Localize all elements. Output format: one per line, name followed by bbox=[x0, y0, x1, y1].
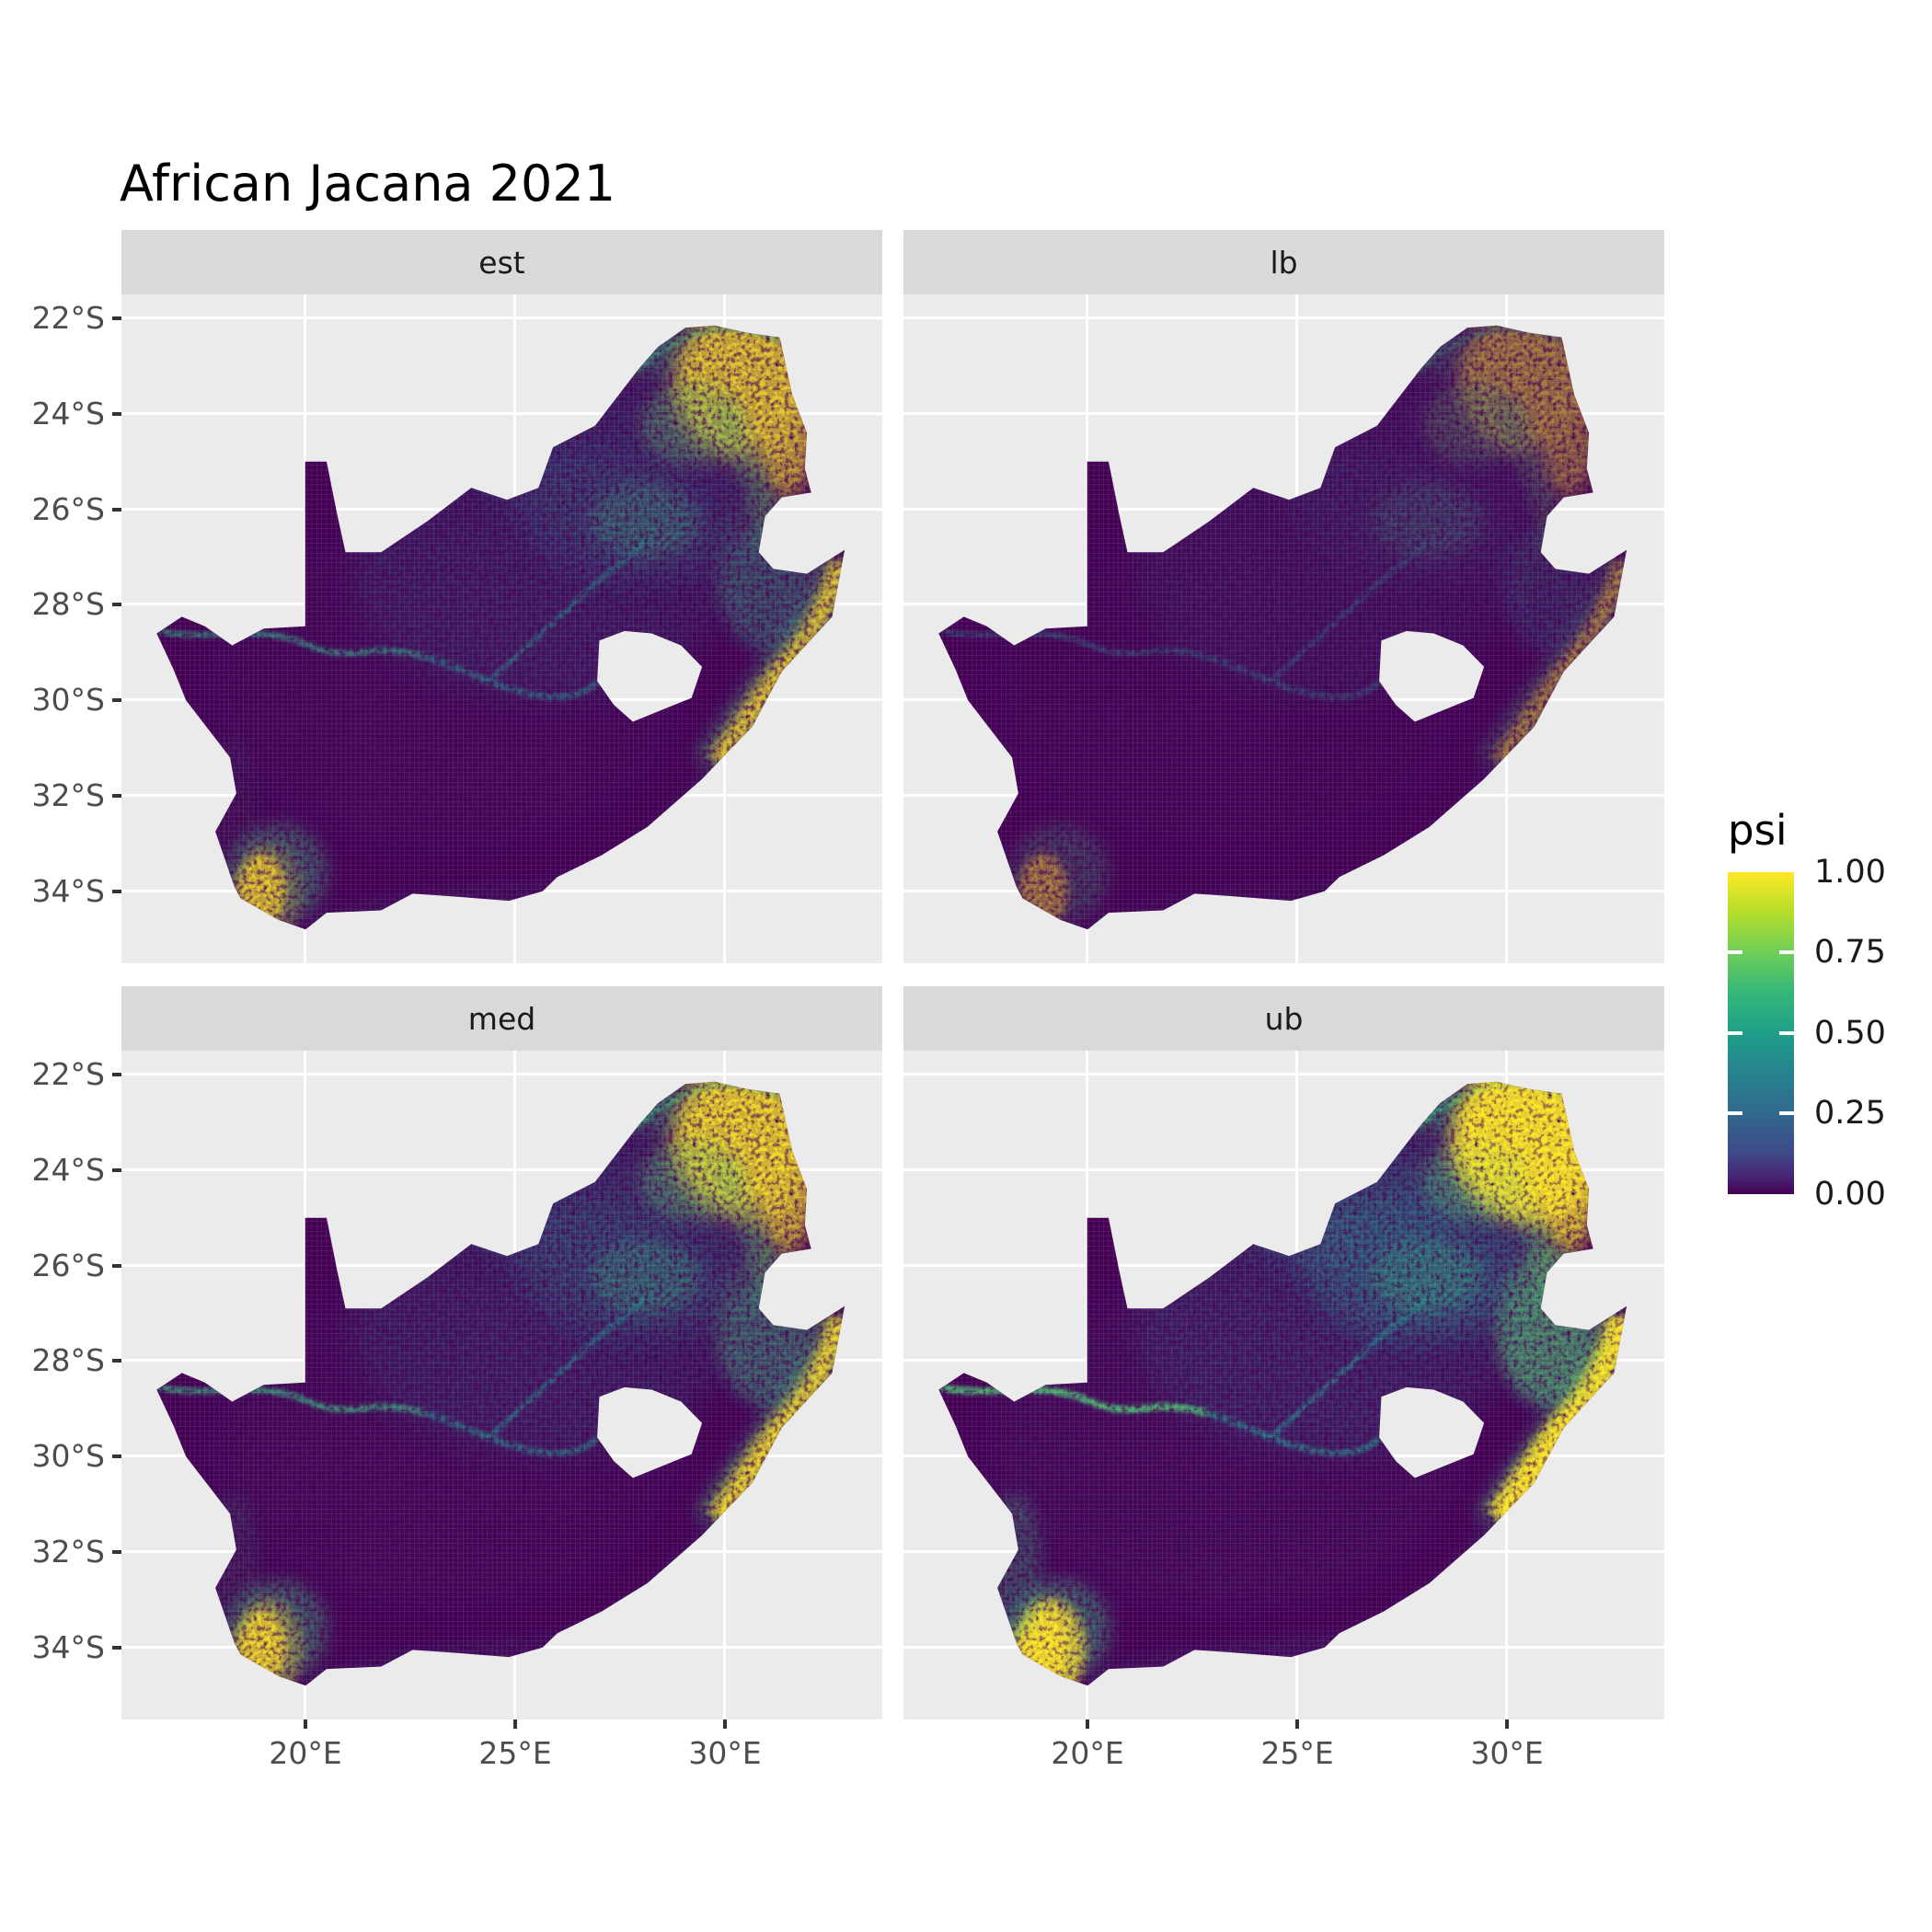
y-axis-tick bbox=[112, 698, 121, 702]
colorbar-tick bbox=[1728, 1031, 1742, 1035]
y-axis-label: 22°S bbox=[31, 1056, 105, 1092]
x-axis-label: 20°E bbox=[1051, 1735, 1124, 1771]
colorbar-tick bbox=[1779, 950, 1794, 954]
y-axis-tick bbox=[112, 508, 121, 512]
y-axis-tick bbox=[112, 794, 121, 798]
y-axis-tick bbox=[112, 412, 121, 416]
colorbar bbox=[1728, 872, 1794, 1194]
gridline bbox=[121, 1168, 882, 1171]
y-axis-tick bbox=[112, 1646, 121, 1650]
y-axis-label: 34°S bbox=[31, 873, 105, 909]
y-axis-label: 24°S bbox=[31, 396, 105, 431]
y-axis-label: 30°S bbox=[31, 682, 105, 718]
x-axis-label: 30°E bbox=[688, 1735, 762, 1771]
y-axis-label: 28°S bbox=[31, 1342, 105, 1378]
y-axis-tick bbox=[112, 1264, 121, 1268]
gridline bbox=[121, 412, 882, 415]
x-axis-tick bbox=[1086, 1719, 1089, 1729]
facet-label-est: est bbox=[478, 244, 525, 281]
x-axis-tick bbox=[304, 1719, 307, 1729]
facet-panel-lb bbox=[903, 294, 1664, 963]
y-axis-label: 32°S bbox=[31, 1534, 105, 1570]
y-axis-tick bbox=[112, 1073, 121, 1076]
colorbar-tick-label: 1.00 bbox=[1814, 854, 1886, 891]
plot-title: African Jacana 2021 bbox=[120, 155, 616, 213]
y-axis-label: 26°S bbox=[31, 491, 105, 527]
legend-title: psi bbox=[1728, 806, 1788, 855]
south-africa-map-ub bbox=[938, 1081, 1627, 1686]
colorbar-tick-label: 0.25 bbox=[1814, 1095, 1886, 1132]
y-axis-label: 34°S bbox=[31, 1629, 105, 1665]
x-axis-tick bbox=[513, 1719, 517, 1729]
colorbar-tick-label: 0.50 bbox=[1814, 1015, 1886, 1052]
facet-panel-med bbox=[121, 1051, 882, 1719]
colorbar-tick bbox=[1779, 1031, 1794, 1035]
south-africa-map-med bbox=[156, 1081, 845, 1686]
y-axis-tick bbox=[112, 1359, 121, 1363]
colorbar-tick bbox=[1728, 950, 1742, 954]
facet-strip-med: med bbox=[121, 986, 882, 1051]
y-axis-label: 32°S bbox=[31, 777, 105, 813]
x-axis-tick bbox=[1295, 1719, 1299, 1729]
facet-panel-est bbox=[121, 294, 882, 963]
colorbar-tick bbox=[1779, 1111, 1794, 1115]
y-axis-tick bbox=[112, 1550, 121, 1554]
y-axis-label: 28°S bbox=[31, 586, 105, 622]
colorbar-tick bbox=[1728, 1111, 1742, 1115]
facet-label-ub: ub bbox=[1264, 1000, 1304, 1037]
colorbar-tick-label: 0.00 bbox=[1814, 1176, 1886, 1213]
x-axis-tick bbox=[723, 1719, 727, 1729]
y-axis-tick bbox=[112, 890, 121, 893]
facet-label-med: med bbox=[467, 1000, 536, 1037]
y-axis-label: 26°S bbox=[31, 1248, 105, 1283]
y-axis-label: 24°S bbox=[31, 1152, 105, 1188]
gridline bbox=[903, 316, 1664, 319]
y-axis-label: 22°S bbox=[31, 300, 105, 336]
gridline bbox=[121, 316, 882, 319]
gridline bbox=[121, 1073, 882, 1075]
x-axis-label: 30°E bbox=[1470, 1735, 1544, 1771]
south-africa-map-est bbox=[156, 325, 845, 930]
facet-strip-ub: ub bbox=[903, 986, 1664, 1051]
facet-panel-ub bbox=[903, 1051, 1664, 1719]
colorbar-tick-label: 0.75 bbox=[1814, 934, 1886, 971]
x-axis-label: 25°E bbox=[478, 1735, 552, 1771]
x-axis-tick bbox=[1505, 1719, 1509, 1729]
facet-label-lb: lb bbox=[1270, 244, 1298, 281]
gridline bbox=[903, 1168, 1664, 1171]
facet-strip-est: est bbox=[121, 230, 882, 294]
y-axis-label: 30°S bbox=[31, 1438, 105, 1474]
y-axis-tick bbox=[112, 603, 121, 606]
y-axis-tick bbox=[112, 316, 121, 320]
facet-strip-lb: lb bbox=[903, 230, 1664, 294]
y-axis-tick bbox=[112, 1168, 121, 1172]
south-africa-map-lb bbox=[938, 325, 1627, 930]
x-axis-label: 20°E bbox=[269, 1735, 342, 1771]
gridline bbox=[903, 412, 1664, 415]
x-axis-label: 25°E bbox=[1260, 1735, 1334, 1771]
y-axis-tick bbox=[112, 1455, 121, 1458]
gridline bbox=[903, 1073, 1664, 1075]
